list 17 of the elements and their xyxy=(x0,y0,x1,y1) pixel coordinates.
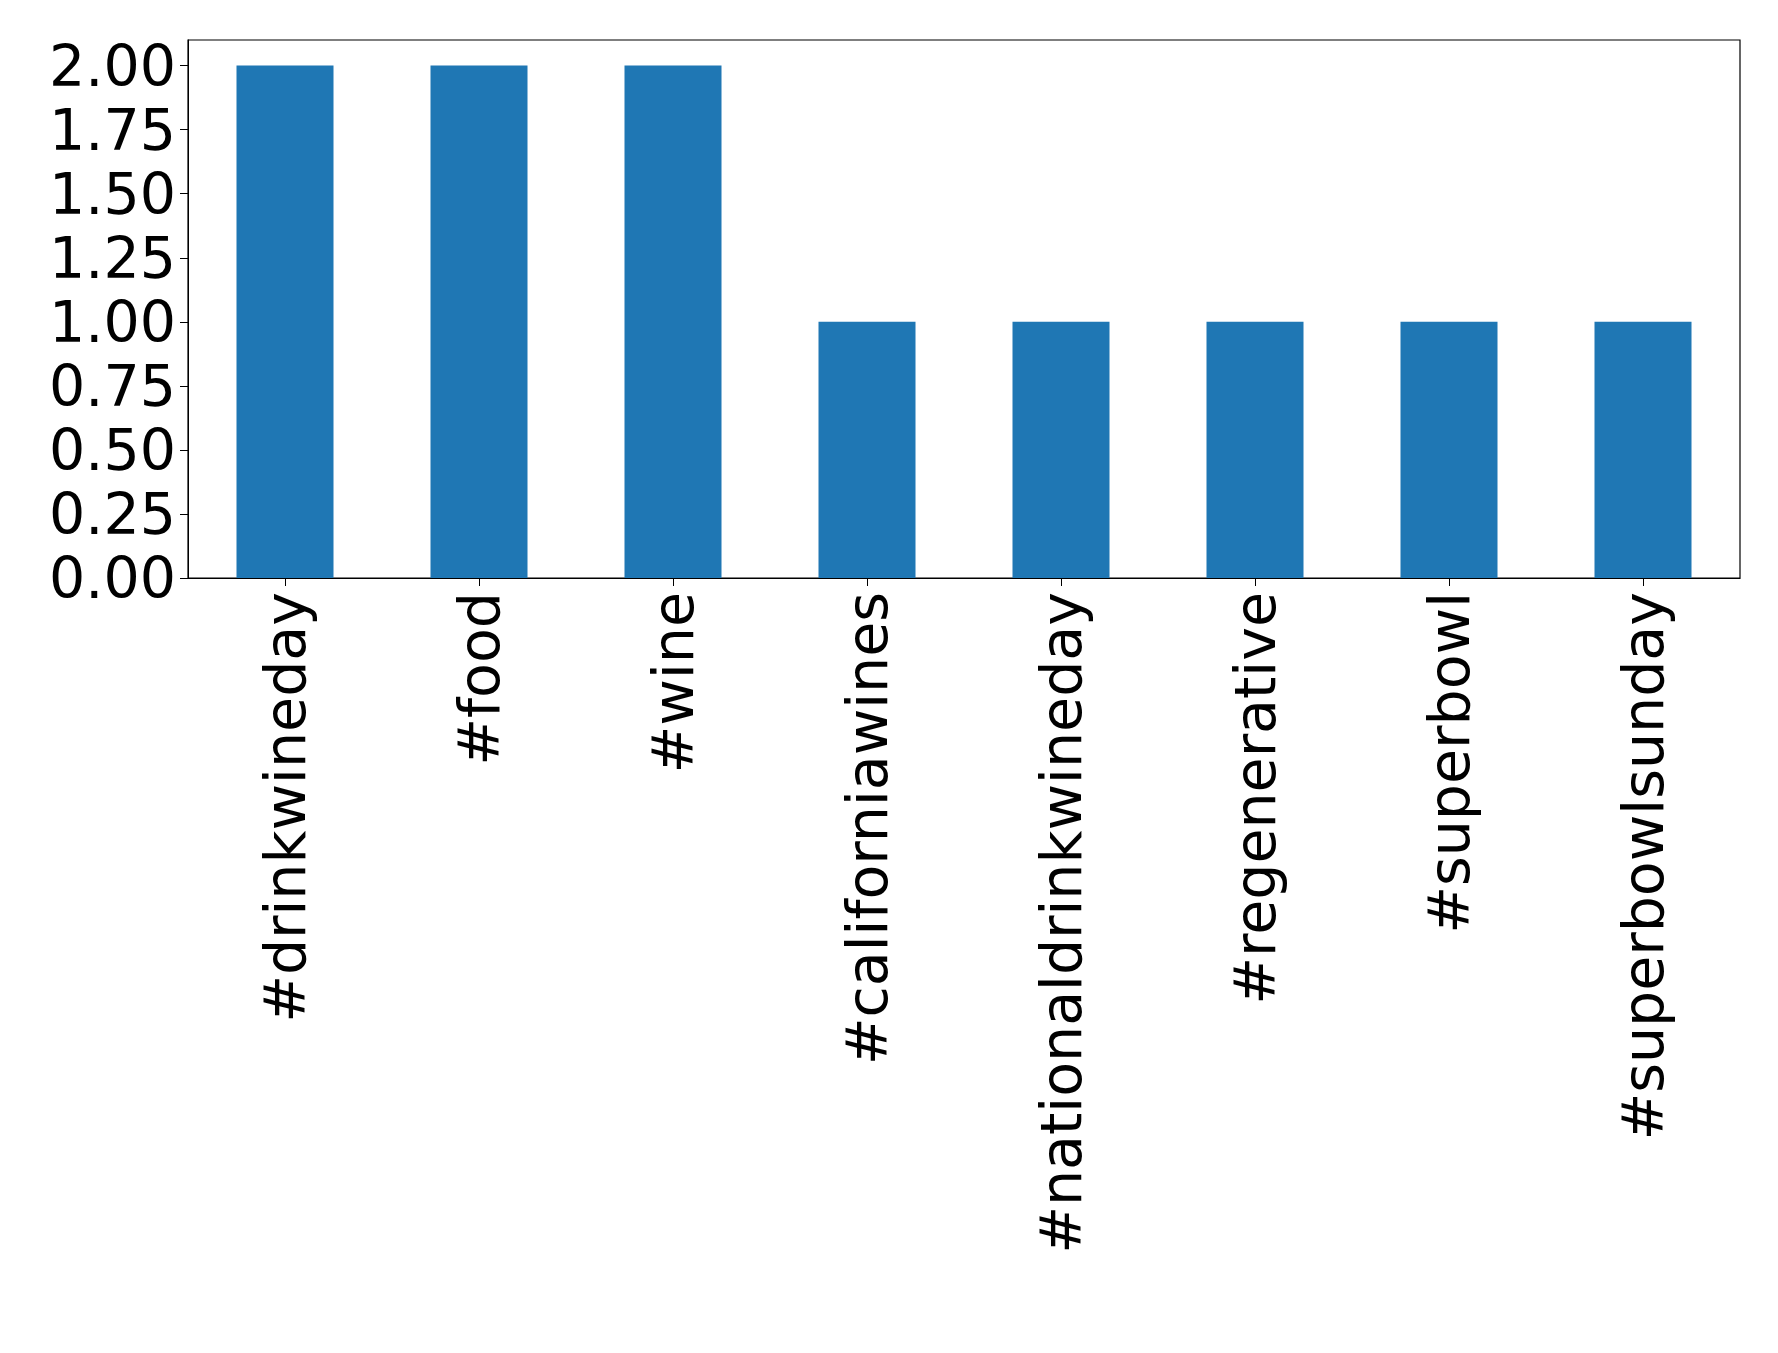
y-tick-label: 1.00 xyxy=(49,288,176,355)
x-tick-label: #nationaldrinkwineday xyxy=(1028,592,1094,1254)
x-tick-label: #food xyxy=(446,592,512,766)
y-tick-label: 1.25 xyxy=(49,224,176,291)
y-tick-label: 0.75 xyxy=(49,352,176,419)
y-tick-label: 0.25 xyxy=(49,480,176,547)
x-tick-label: #californiawines xyxy=(834,592,900,1066)
x-tick-label: #superbowlsunday xyxy=(1610,592,1676,1141)
x-tick-label: #drinkwineday xyxy=(252,592,318,1023)
x-tick-label: #superbowl xyxy=(1416,592,1482,934)
y-tick-label: 2.00 xyxy=(49,32,176,99)
x-tick-label: #wine xyxy=(640,592,706,774)
y-tick-label: 1.50 xyxy=(49,160,176,227)
y-tick-label: 0.50 xyxy=(49,416,176,483)
x-tick-label: #regenerative xyxy=(1222,592,1288,1005)
y-tick-label: 0.00 xyxy=(49,545,176,611)
y-tick-label: 1.75 xyxy=(49,96,176,163)
